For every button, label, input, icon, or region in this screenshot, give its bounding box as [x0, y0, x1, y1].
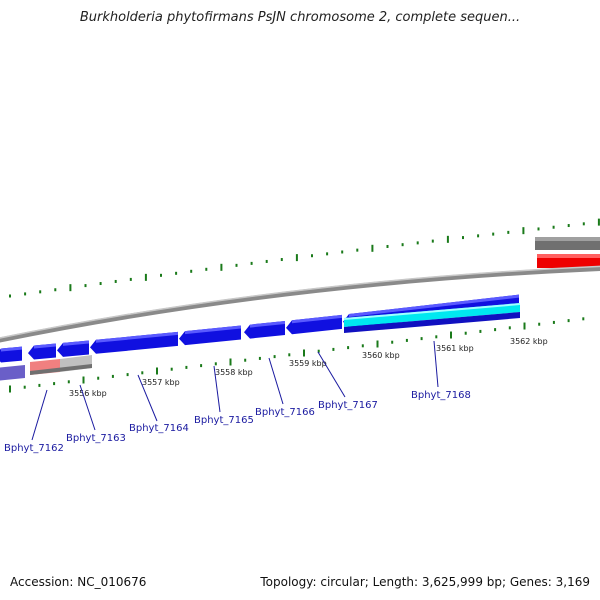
gene-arrow-highlight: [185, 325, 241, 335]
kbp-label: 3558 kbp: [215, 368, 253, 377]
gene-arrow-highlight: [96, 331, 178, 343]
gene-arrow-highlight: [292, 314, 342, 324]
kbp-label: 3560 kbp: [362, 351, 400, 360]
outer-tick-track: [9, 218, 600, 298]
lower-gene-track: [0, 355, 92, 381]
gene-label-bphyt-7167[interactable]: Bphyt_7167: [318, 400, 378, 411]
gene-label-bphyt-7164[interactable]: Bphyt_7164: [129, 423, 189, 434]
accession-text: Accession: NC_010676: [10, 575, 147, 589]
kbp-label: 3556 kbp: [69, 389, 107, 398]
gene-labels: Bphyt_7162 Bphyt_7163 Bphyt_7164 Bphyt_7…: [4, 390, 471, 454]
gene-arrow-highlight: [34, 343, 56, 349]
gene-arrow-highlight: [349, 294, 519, 318]
gene-label-bphyt-7166[interactable]: Bphyt_7166: [255, 407, 315, 418]
gene-leaders: [31, 340, 439, 441]
feature-band: [344, 303, 520, 333]
genome-summary-text: Topology: circular; Length: 3,625,999 bp…: [260, 575, 590, 589]
gene-arrow-highlight: [63, 340, 89, 346]
gene-label-bphyt-7163[interactable]: Bphyt_7163: [66, 433, 126, 444]
inner-tick-track: [9, 317, 585, 393]
gene-label-bphyt-7165[interactable]: Bphyt_7165: [194, 415, 254, 426]
map-title: Burkholderia phytofirmans PsJN chromosom…: [79, 10, 521, 25]
kbp-label: 3561 kbp: [436, 344, 474, 353]
kbp-label: 3557 kbp: [142, 378, 180, 387]
gene-arrow-highlight: [250, 320, 285, 328]
gene-arrow-highlight: [1, 346, 22, 352]
kbp-label: 3562 kbp: [510, 337, 548, 346]
gene-arrow: [90, 331, 178, 354]
kbp-scale: 3556 kbp 3557 kbp 3558 kbp 3559 kbp 3560…: [69, 337, 548, 398]
cyan-feature[interactable]: [344, 303, 520, 327]
gene-purple[interactable]: [0, 365, 25, 381]
blue-feature-lower[interactable]: [344, 312, 520, 333]
upper-gene-track: [535, 237, 600, 268]
gene-label-bphyt-7162[interactable]: Bphyt_7162: [4, 443, 64, 454]
kbp-label: 3559 kbp: [289, 359, 327, 368]
gene-label-bphyt-7168[interactable]: Bphyt_7168: [411, 390, 471, 401]
chromosome-backbone: [0, 265, 600, 343]
